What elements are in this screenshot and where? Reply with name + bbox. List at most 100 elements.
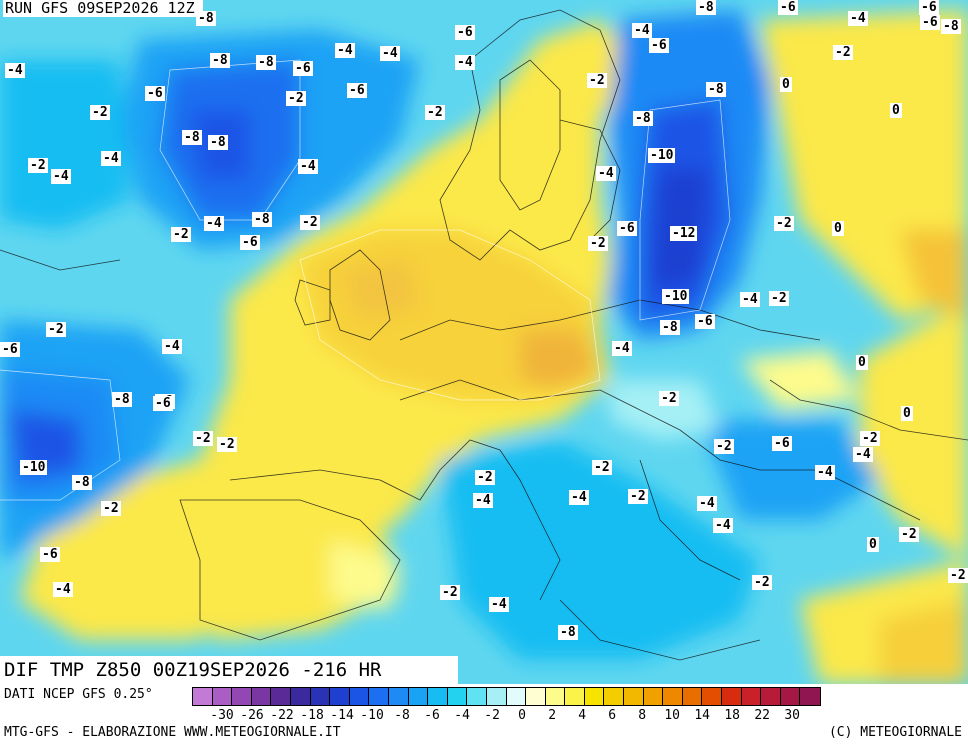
scale-swatch bbox=[584, 688, 605, 705]
isoline-label: -2 bbox=[475, 470, 495, 485]
scale-swatch bbox=[447, 688, 468, 705]
scale-swatch bbox=[290, 688, 311, 705]
isoline-label: -8 bbox=[112, 392, 132, 407]
isoline-label: -2 bbox=[592, 460, 612, 475]
isoline-label: -4 bbox=[713, 518, 733, 533]
scale-swatch bbox=[741, 688, 762, 705]
isoline-label: -4 bbox=[5, 63, 25, 78]
scale-swatch bbox=[193, 688, 213, 705]
scale-swatch bbox=[526, 688, 546, 705]
isoline-label: -4 bbox=[380, 46, 400, 61]
isoline-label: -4 bbox=[162, 339, 182, 354]
isoline-label: -4 bbox=[204, 216, 224, 231]
isoline-label: -8 bbox=[660, 320, 680, 335]
isoline-label: -6 bbox=[153, 396, 173, 411]
scale-tick-label: -22 bbox=[270, 708, 294, 723]
isoline-label: -8 bbox=[210, 53, 230, 68]
scale-swatch bbox=[349, 688, 370, 705]
isoline-label: -2 bbox=[588, 236, 608, 251]
isoline-label: -4 bbox=[51, 169, 71, 184]
scale-swatch bbox=[330, 688, 350, 705]
scale-swatch bbox=[428, 688, 448, 705]
isoline-label: -8 bbox=[696, 0, 716, 15]
isoline-label: -2 bbox=[860, 431, 880, 446]
scale-tick-label: 22 bbox=[754, 708, 770, 723]
scale-tick-label: 4 bbox=[578, 708, 587, 723]
scale-tick-label: 18 bbox=[724, 708, 740, 723]
scale-tick-label: -6 bbox=[424, 708, 440, 723]
isoline-label: -4 bbox=[740, 292, 760, 307]
isoline-label: -2 bbox=[628, 489, 648, 504]
isoline-label: -2 bbox=[425, 105, 445, 120]
isoline-label: -8 bbox=[941, 19, 961, 34]
isoline-label: -10 bbox=[648, 148, 676, 163]
isoline-label: -2 bbox=[46, 322, 66, 337]
coastlines bbox=[0, 9, 968, 661]
map-title: DIF TMP Z850 00Z19SEP2026 -216 HR bbox=[0, 656, 458, 684]
scale-tick-label: -2 bbox=[484, 708, 500, 723]
isoline-label: -2 bbox=[217, 437, 237, 452]
scale-swatch bbox=[486, 688, 507, 705]
isoline-label: -4 bbox=[101, 151, 121, 166]
legend-footer: DATI NCEP GFS 0.25° -30 -26 -22 -18 -14 -10 -8… bbox=[0, 684, 968, 745]
isoline-label: -2 bbox=[752, 575, 772, 590]
scale-swatch bbox=[624, 688, 644, 705]
isoline-label: -2 bbox=[193, 431, 213, 446]
isoline-label: -6 bbox=[0, 342, 20, 357]
isoline-label: -6 bbox=[919, 0, 939, 15]
isoline-label: -8 bbox=[706, 82, 726, 97]
isoline-label: -2 bbox=[90, 105, 110, 120]
isoline-label: 0 bbox=[890, 103, 902, 118]
scale-swatch bbox=[251, 688, 272, 705]
scale-swatch bbox=[722, 688, 742, 705]
scale-swatch bbox=[663, 688, 683, 705]
data-source-label: DATI NCEP GFS 0.25° bbox=[4, 687, 153, 702]
credit-right: (C) METEOGIORNALE bbox=[828, 725, 962, 740]
scale-swatch bbox=[310, 688, 331, 705]
scale-swatch bbox=[232, 688, 252, 705]
isoline-label: -4 bbox=[489, 597, 509, 612]
scale-tick-label: 6 bbox=[608, 708, 617, 723]
isoline-label: -10 bbox=[20, 460, 48, 475]
isoline-label: -6 bbox=[920, 15, 940, 30]
isoline-label: -4 bbox=[815, 465, 835, 480]
isoline-label: -2 bbox=[300, 215, 320, 230]
isoline-label: -2 bbox=[659, 391, 679, 406]
isoline-label: -2 bbox=[587, 73, 607, 88]
isoline-label: -4 bbox=[455, 55, 475, 70]
isoline-label: -4 bbox=[569, 490, 589, 505]
isoline-label: -12 bbox=[670, 226, 698, 241]
isoline-label: -2 bbox=[833, 45, 853, 60]
isoline-label: -4 bbox=[335, 43, 355, 58]
isoline-label: -6 bbox=[772, 436, 792, 451]
isoline-label: -6 bbox=[617, 221, 637, 236]
color-scale bbox=[192, 687, 821, 706]
isoline-label: -8 bbox=[182, 130, 202, 145]
isoline-label: -10 bbox=[662, 289, 690, 304]
isoline-label: -2 bbox=[774, 216, 794, 231]
isoline-label: -6 bbox=[778, 0, 798, 15]
isoline-label: -2 bbox=[28, 158, 48, 173]
scale-tick-label: -26 bbox=[240, 708, 264, 723]
run-title: RUN GFS 09SEP2026 12Z bbox=[3, 0, 203, 17]
scale-swatch bbox=[682, 688, 703, 705]
isoline-label: -6 bbox=[455, 25, 475, 40]
isoline-label: -2 bbox=[899, 527, 919, 542]
isoline-label: -4 bbox=[612, 341, 632, 356]
scale-swatch bbox=[643, 688, 664, 705]
isoline-label: -8 bbox=[252, 212, 272, 227]
isoline-label: -6 bbox=[240, 235, 260, 250]
color-scale-ticks: -30 -26 -22 -18 -14 -10 -8 -6 -4 -2 0 2 4 6 8 10 14 18 22 3… bbox=[192, 708, 968, 724]
isoline-label: -6 bbox=[649, 38, 669, 53]
isoline-label: -4 bbox=[473, 493, 493, 508]
scale-tick-label: -8 bbox=[394, 708, 410, 723]
isoline-label: -8 bbox=[208, 135, 228, 150]
scale-tick-label: 0 bbox=[518, 708, 527, 723]
scale-swatch bbox=[565, 688, 585, 705]
isoline-label: 0 bbox=[867, 537, 879, 552]
isoline-label: -4 bbox=[53, 582, 73, 597]
isoline-label: -4 bbox=[298, 159, 318, 174]
scale-swatch bbox=[780, 688, 801, 705]
isoline-label: 0 bbox=[832, 221, 844, 236]
